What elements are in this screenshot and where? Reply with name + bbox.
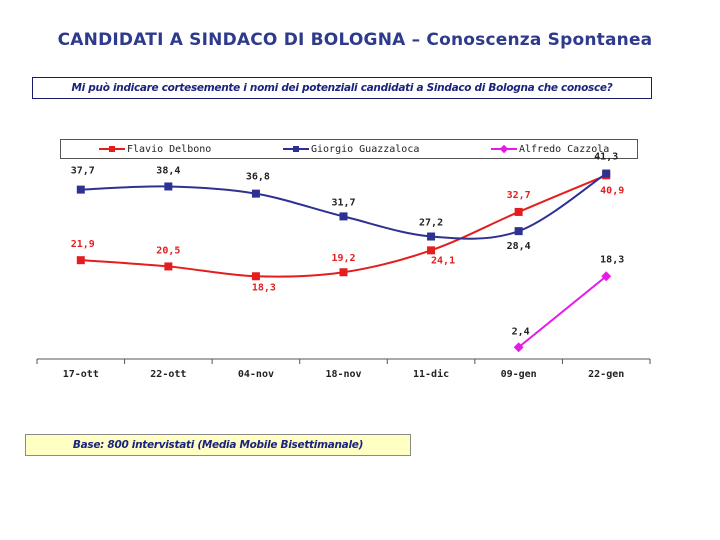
data-label-delbono: 19,2 (331, 253, 355, 264)
data-point-guazzaloca (602, 169, 611, 178)
data-label-guazzaloca: 31,7 (331, 197, 355, 208)
x-tick-label: 22-ott (150, 369, 186, 380)
legend-item-cazzola: Alfredo Cazzola (491, 140, 609, 158)
survey-question: Mi può indicare cortesemente i nomi dei … (32, 77, 652, 99)
legend-swatch-guazzaloca (283, 144, 309, 154)
data-label-delbono: 18,3 (252, 282, 276, 293)
data-point-guazzaloca (514, 227, 523, 236)
legend-label-guazzaloca: Giorgio Guazzaloca (311, 143, 420, 155)
data-point-cazzola (601, 271, 612, 282)
data-label-delbono: 40,9 (600, 185, 624, 196)
data-point-guazzaloca (251, 189, 260, 198)
data-point-delbono (427, 246, 436, 255)
x-tick-label: 17-ott (63, 369, 99, 380)
data-label-guazzaloca: 38,4 (156, 165, 180, 176)
data-point-delbono (339, 268, 348, 277)
data-label-delbono: 24,1 (431, 255, 455, 266)
data-label-delbono: 32,7 (507, 190, 531, 201)
x-tick-label: 04-nov (238, 369, 274, 380)
legend-swatch-cazzola (491, 144, 517, 154)
x-tick-label: 09-gen (501, 369, 537, 380)
legend-label-delbono: Flavio Delbono (127, 143, 212, 155)
data-label-guazzaloca: 36,8 (246, 172, 270, 183)
x-tick-label: 11-dic (413, 368, 449, 380)
data-label-cazzola: 18,3 (600, 254, 624, 265)
data-label-guazzaloca: 28,4 (507, 241, 531, 252)
data-point-guazzaloca (427, 232, 436, 241)
base-note: Base: 800 intervistati (Media Mobile Bis… (25, 434, 411, 456)
chart-legend: Flavio Delbono Giorgio Guazzaloca Alfred… (60, 139, 638, 159)
series-line-cazzola (518, 275, 607, 349)
legend-item-delbono: Flavio Delbono (99, 140, 211, 158)
x-tick-label: 18-nov (325, 369, 361, 380)
data-label-delbono: 20,5 (156, 245, 180, 256)
data-point-delbono (164, 262, 173, 271)
data-label-guazzaloca: 41,3 (594, 152, 618, 163)
x-tick-label: 22-gen (588, 369, 624, 380)
legend-swatch-delbono (99, 144, 125, 154)
data-label-cazzola: 2,4 (512, 326, 530, 337)
page-title: CANDIDATI A SINDACO DI BOLOGNA – Conosce… (57, 30, 653, 50)
data-point-guazzaloca (164, 182, 173, 191)
data-point-cazzola (513, 342, 524, 353)
data-point-delbono (76, 256, 85, 265)
legend-label-cazzola: Alfredo Cazzola (519, 143, 610, 155)
legend-item-guazzaloca: Giorgio Guazzaloca (283, 140, 419, 158)
data-label-delbono: 21,9 (71, 239, 95, 250)
data-point-delbono (251, 272, 260, 281)
data-label-guazzaloca: 27,2 (419, 218, 443, 229)
data-label-guazzaloca: 37,7 (71, 166, 95, 177)
data-point-guazzaloca (76, 185, 85, 194)
data-point-guazzaloca (339, 212, 348, 221)
data-point-delbono (514, 207, 523, 216)
